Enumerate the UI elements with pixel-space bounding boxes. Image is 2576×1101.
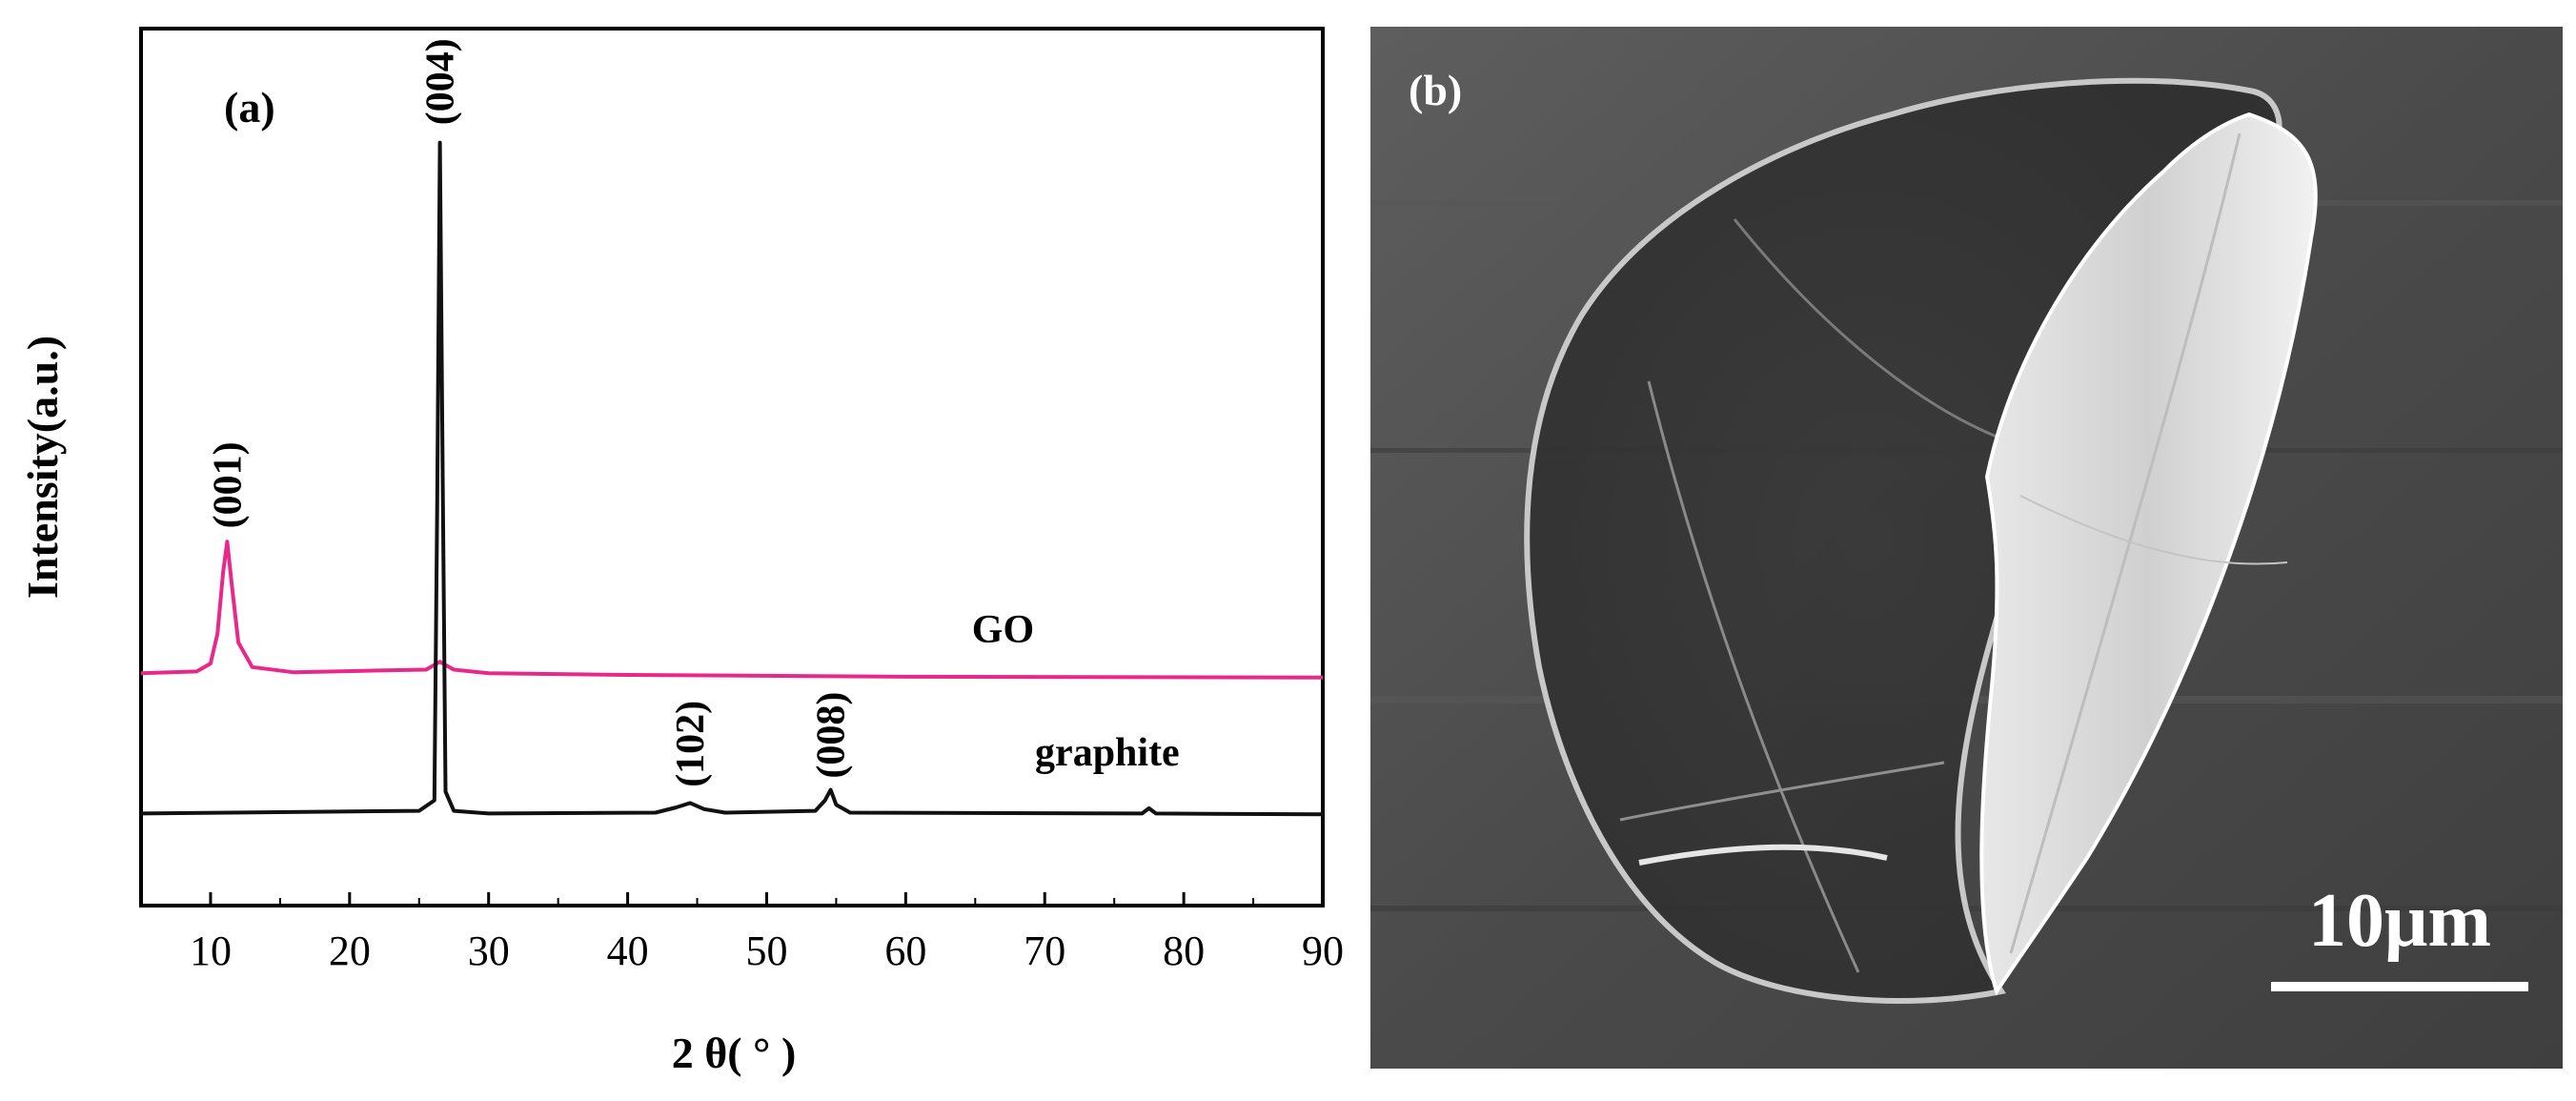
x-tick-label: 30 (468, 928, 510, 974)
x-tick-label: 50 (745, 928, 787, 974)
sem-image-panel: (b) 10μm (1370, 27, 2563, 1069)
x-axis-title: 2 θ( ° ) (672, 1029, 797, 1077)
scale-bar (2271, 982, 2528, 991)
wrinkle (1619, 761, 1945, 822)
peak-label: (004) (419, 38, 463, 125)
wrinkle (1647, 380, 1860, 973)
series-lines (140, 140, 1324, 817)
series-label: GO (972, 608, 1034, 652)
y-axis-title: Intensity(a.u.) (18, 336, 67, 599)
x-tick-label: 10 (190, 928, 232, 974)
plot-frame (139, 27, 1325, 907)
x-tick-label: 60 (884, 928, 926, 974)
peak-label: (001) (206, 441, 250, 528)
x-tick-label: 70 (1024, 928, 1065, 974)
fold-crease (2019, 495, 2288, 565)
wrinkle (1733, 218, 2002, 440)
scale-bar-text: 10μm (2308, 879, 2491, 963)
xrd-chart: (a) 10 20 30 40 50 60 70 80 90 (001)(004)(102) (0… (18, 27, 1344, 1077)
x-tick-label: 80 (1163, 928, 1205, 974)
fold-crease (2009, 133, 2241, 954)
series-label: graphite (1035, 731, 1180, 775)
series-line-go (140, 540, 1324, 680)
annotations: (001) (004) (102) (008) GO graphite (206, 38, 1179, 787)
panel-label-a: (a) (224, 83, 275, 132)
bright-fold (1979, 112, 2318, 996)
x-tick-label: 90 (1302, 928, 1344, 974)
series-line-graphite (140, 140, 1324, 817)
peak-label: (102) (669, 701, 713, 787)
wrinkle (1638, 844, 1888, 866)
peak-label: (008) (810, 692, 854, 779)
x-tick-label: 20 (329, 928, 371, 974)
x-tick-label: 40 (607, 928, 649, 974)
panel-label-b: (b) (1409, 66, 1462, 114)
x-axis-ticks: 10 20 30 40 50 60 70 80 90 (140, 892, 1344, 974)
